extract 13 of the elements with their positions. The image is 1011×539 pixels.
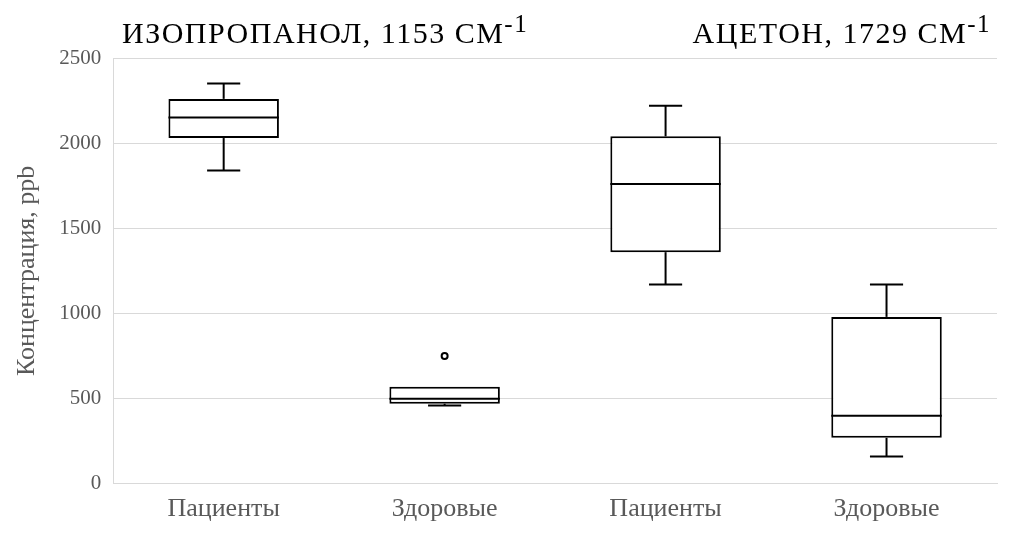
text: АЦЕТОН, 1729 СМ$^{-1}$ — [692, 10, 991, 50]
x-tick-label: Здоровые — [833, 493, 940, 523]
x-tick-label: Пациенты — [609, 493, 722, 523]
y-tick-label: 2500 — [59, 44, 102, 69]
y-tick-label: 2000 — [59, 129, 102, 154]
y-tick-label: 500 — [69, 385, 102, 410]
x-tick-label: Пациенты — [167, 493, 280, 523]
y-axis-title: Концентрация, ppb — [11, 165, 41, 377]
y-tick-label: 1000 — [59, 300, 102, 324]
y-tick-label: 1500 — [59, 214, 102, 239]
text: ИЗОПРОПАНОЛ, 1153 СМ$^{-1}$ — [122, 10, 529, 50]
y-tick-label: 0 — [90, 470, 102, 495]
x-tick-label: Здоровые — [391, 493, 498, 523]
